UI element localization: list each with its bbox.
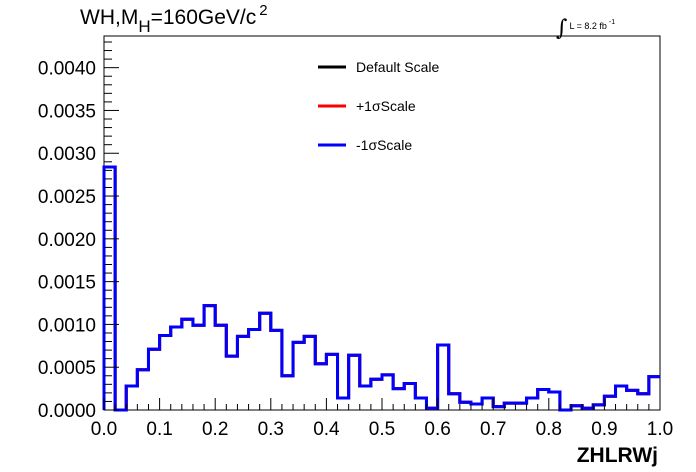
- y-tick-label: 0.0015: [38, 273, 96, 294]
- chart-title-main: WH,M: [80, 6, 139, 29]
- y-tick-label: 0.0000: [38, 401, 96, 422]
- plot-frame: [103, 35, 661, 411]
- y-tick-label: 0.0025: [38, 187, 96, 208]
- y-tick-label: 0.0020: [38, 230, 96, 251]
- chart-title: WH,MH=160GeV/c 2: [80, 2, 268, 36]
- x-tick-label: 0.8: [536, 419, 562, 440]
- chart-title-rest: =160GeV/c: [150, 6, 257, 29]
- y-tick-label: 0.0035: [38, 101, 96, 122]
- luminosity-superscript: -1: [608, 19, 616, 26]
- chart-title-subscript: H: [138, 17, 151, 36]
- x-tick-label: 1.0: [647, 419, 673, 440]
- luminosity-text: L = 8.2 fb: [569, 21, 607, 31]
- x-tick-label: 0.2: [202, 419, 228, 440]
- series-line-2: [102, 165, 660, 412]
- legend-label: -1σScale: [356, 137, 412, 153]
- x-tick-label: 0.9: [591, 419, 617, 440]
- legend: Default Scale +1σScale -1σScale: [318, 59, 439, 153]
- x-tick-label: 0.0: [91, 419, 117, 440]
- x-tick-label: 0.6: [424, 419, 450, 440]
- x-axis-label: ZHLRWj: [577, 444, 658, 467]
- x-tick-label: 0.3: [258, 419, 284, 440]
- legend-label: Default Scale: [356, 59, 439, 75]
- y-tick-label: 0.0030: [38, 144, 96, 165]
- series-layer: [102, 165, 660, 412]
- luminosity-label: ∫ L = 8.2 fb -1: [556, 10, 616, 41]
- x-tick-label: 0.1: [146, 419, 172, 440]
- x-tick-label: 0.4: [313, 419, 340, 440]
- x-tick-label: 0.5: [369, 419, 395, 440]
- chart-title-superscript: 2: [259, 2, 268, 19]
- axis-layer: 0.0 0.1 0.2 0.3 0.4 0.5 0.6 0.7 0.8 0.9 1.0 0.0000 0…: [38, 41, 673, 440]
- x-tick-label: 0.7: [480, 419, 506, 440]
- y-tick-label: 0.0005: [38, 358, 96, 379]
- y-tick-label: 0.0010: [38, 315, 96, 336]
- legend-label: +1σScale: [356, 98, 416, 114]
- y-tick-label: 0.0040: [38, 59, 96, 80]
- integral-icon: ∫: [556, 16, 568, 41]
